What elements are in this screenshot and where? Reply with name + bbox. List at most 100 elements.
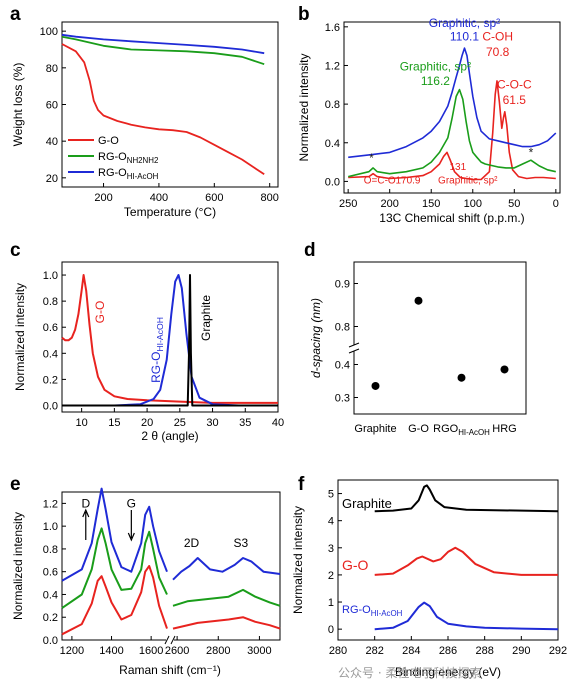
panel-f-y-axis-title: Normalized intensity [291,506,305,614]
panel-f-series-label: Graphite [342,496,392,511]
panel-e-ytick-label: 1.0 [43,521,58,533]
panel-d-point [500,365,509,374]
panel-e-peak-label: D [81,496,90,510]
panel-b-annotation: * [529,145,534,159]
panel-b-series-line-2 [348,80,556,181]
panel-b-annotation: * [369,151,374,165]
panel-f-series-line-2 [374,601,559,631]
panel-e-series-line-2-2nd [172,616,281,630]
panel-f-xtick-label: 286 [439,645,457,657]
panel-c-series-label: RG-OHI-AcOH [149,317,165,383]
panel-a-ytick-label: 80 [46,63,58,75]
panel-d-axis-break-mark [348,348,360,354]
panel-f-ytick-label: 4 [328,516,334,528]
panel-c-x-axis-title: 2 θ (angle) [141,429,198,443]
panel-a-legend-label: RG-ONH2NH2 [98,151,158,165]
panel-b-nmr: 250 200 150 100 50 0 0.0 0.4 0.8 1.2 1.6 Graphitic,… [297,16,561,225]
panel-f-series-line-0 [374,484,559,513]
panel-e-g-arrow [127,510,135,542]
panel-e-xtick-label: 1600 [139,645,163,657]
panel-d-point [414,296,423,305]
panel-e-axis-break-mark [170,635,176,645]
panel-b-xtick-label: 0 [553,198,559,210]
panel-b-series-line-0 [348,47,557,159]
panel-e-peak-label: S3 [234,536,249,550]
panel-c-series-line-2 [62,274,278,407]
panel-f-series-label: G-O [342,557,369,573]
panel-a-legend-label: RG-OHI-AcOH [98,167,159,181]
panel-b-ytick-label: 0.0 [325,176,340,188]
panel-f-xtick-label: 280 [329,645,347,657]
panel-e-d-arrow [82,508,90,540]
panel-a-xtick-label: 600 [205,192,223,204]
panel-d-ytick-label: 0.9 [335,279,350,291]
panel-e-peak-label: 2D [184,536,200,550]
panel-d-category-label: HRG [492,423,516,435]
panel-letter-a: a [10,4,21,25]
panel-b-annotation: 70.8 [486,45,510,59]
panel-c-series-label: Graphite [199,295,213,341]
panel-e-series-line-2 [61,565,168,636]
panel-c-xtick-label: 35 [239,417,251,429]
panel-c-xtick-label: 30 [206,417,218,429]
panel-e-y-axis-title: Normalized intensity [11,512,25,620]
panel-d-axis-break-mark [348,342,360,348]
panel-d-category-label: Graphite [354,423,396,435]
panel-d-point [457,373,466,382]
panel-a-series-line-1 [61,35,265,66]
panel-b-annotation: 116.2 [421,74,450,88]
panel-b-x-axis-title: 13C Chemical shift (p.p.m.) [379,211,524,225]
panel-f-ytick-label: 1 [328,597,334,609]
panel-letter-e: e [10,474,21,495]
panel-c-ytick-label: 0.8 [43,296,58,308]
panel-d-category-label: RGOHI-AcOH [433,423,490,437]
panel-e-series-line-1 [61,527,168,609]
panel-d-frame [353,261,527,415]
panel-e-series-line-0 [61,487,168,582]
panel-e-ytick-label: 0.2 [43,612,58,624]
panel-f-xtick-label: 288 [475,645,493,657]
panel-e-series-line-1-2nd [172,588,281,607]
panel-b-y-axis-title: Normalized intensity [297,53,311,161]
panel-e-xtick-label: 1400 [99,645,123,657]
panel-f-xtick-label: 292 [549,645,567,657]
panel-b-annotation: 170.9 [395,175,420,186]
panel-e-x-axis-title: Raman shift (cm⁻¹) [119,663,221,677]
panel-e-axis-break-mark [164,635,170,645]
panel-e-xtick-label: 3000 [247,645,271,657]
panel-a-xtick-label: 200 [94,192,112,204]
panel-c-xtick-label: 10 [76,417,88,429]
panel-c-frame [61,261,279,413]
panel-a-x-axis-title: Temperature (°C) [124,205,216,219]
panel-b-xtick-label: 150 [422,198,440,210]
panel-b-annotation: 131 [449,162,466,173]
panel-b-xtick-label: 250 [339,198,357,210]
panel-b-ytick-label: 1.6 [325,22,340,34]
panel-b-annotation: 61.5 [503,93,527,107]
panel-b-annotation: O=C-O [364,175,396,186]
panel-e-ytick-label: 0.6 [43,567,58,579]
panel-d-ytick-label: 0.3 [335,393,350,405]
panel-c-xrd: 10 15 20 25 30 35 40 0.0 0.2 0.4 0.6 0.8 1.0 G-O RG-OH… [13,261,284,443]
panel-f-ytick-label: 2 [328,570,334,582]
panel-f-ytick-label: 0 [328,624,334,636]
panel-b-xtick-label: 100 [464,198,482,210]
panel-c-ytick-label: 0.0 [43,400,58,412]
panel-b-series-line-1 [348,88,556,178]
panel-f-x-axis-title: Binding energy (eV) [395,665,501,679]
panel-e-ytick-label: 1.2 [43,498,58,510]
panel-c-xtick-label: 15 [108,417,120,429]
panel-c-series-line-0 [61,274,278,404]
panel-f-xtick-label: 284 [402,645,420,657]
panel-d-category-label: G-O [408,423,429,435]
panel-f-xps: 280 282 284 286 288 290 292 0 1 2 3 4 5 Graphite G-O RG… [291,479,567,679]
panel-a-legend-label: G-O [98,135,119,147]
panel-e-series-line-0-2nd [172,557,281,581]
panel-e-axis-break-gap [166,636,174,644]
panel-e-xtick-label: 1200 [60,645,84,657]
panel-a-ytick-label: 100 [40,26,58,38]
panel-c-ytick-label: 0.6 [43,322,58,334]
panel-a-xtick-label: 400 [150,192,168,204]
panel-b-ytick-label: 0.8 [325,99,340,111]
